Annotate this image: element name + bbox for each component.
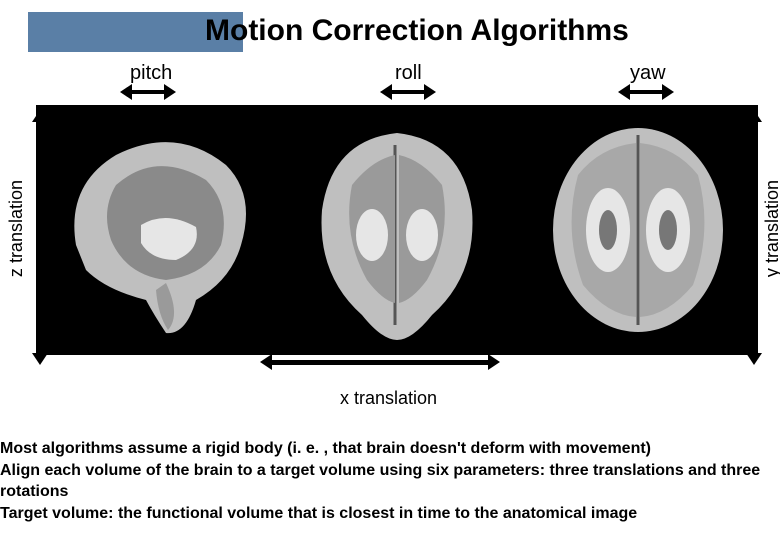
brain-sagittal-icon bbox=[46, 115, 266, 345]
label-z-translation: z translation bbox=[6, 180, 27, 277]
label-pitch: pitch bbox=[130, 62, 172, 85]
scan-coronal bbox=[277, 105, 518, 355]
scan-sagittal bbox=[36, 105, 277, 355]
scan-row bbox=[36, 105, 758, 355]
roll-arrow-icon bbox=[390, 90, 426, 94]
bullet-3: Target volume: the functional volume tha… bbox=[0, 503, 768, 525]
body-text: Most algorithms assume a rigid body (i. … bbox=[0, 438, 768, 524]
label-roll: roll bbox=[395, 62, 422, 85]
label-x-translation: x translation bbox=[340, 388, 437, 409]
label-yaw: yaw bbox=[630, 62, 666, 85]
x-translation-arrow-icon bbox=[270, 360, 490, 365]
pitch-arrow-icon bbox=[130, 90, 166, 94]
yaw-arrow-icon bbox=[628, 90, 664, 94]
brain-coronal-icon bbox=[287, 115, 507, 345]
bullet-2: Align each volume of the brain to a targ… bbox=[0, 460, 768, 503]
page-title: Motion Correction Algorithms bbox=[205, 14, 629, 48]
label-y-translation: y translation bbox=[762, 180, 780, 277]
title-bar: Motion Correction Algorithms bbox=[0, 12, 780, 52]
brain-axial-icon bbox=[528, 115, 748, 345]
scan-axial bbox=[517, 105, 758, 355]
bullet-1: Most algorithms assume a rigid body (i. … bbox=[0, 438, 768, 460]
